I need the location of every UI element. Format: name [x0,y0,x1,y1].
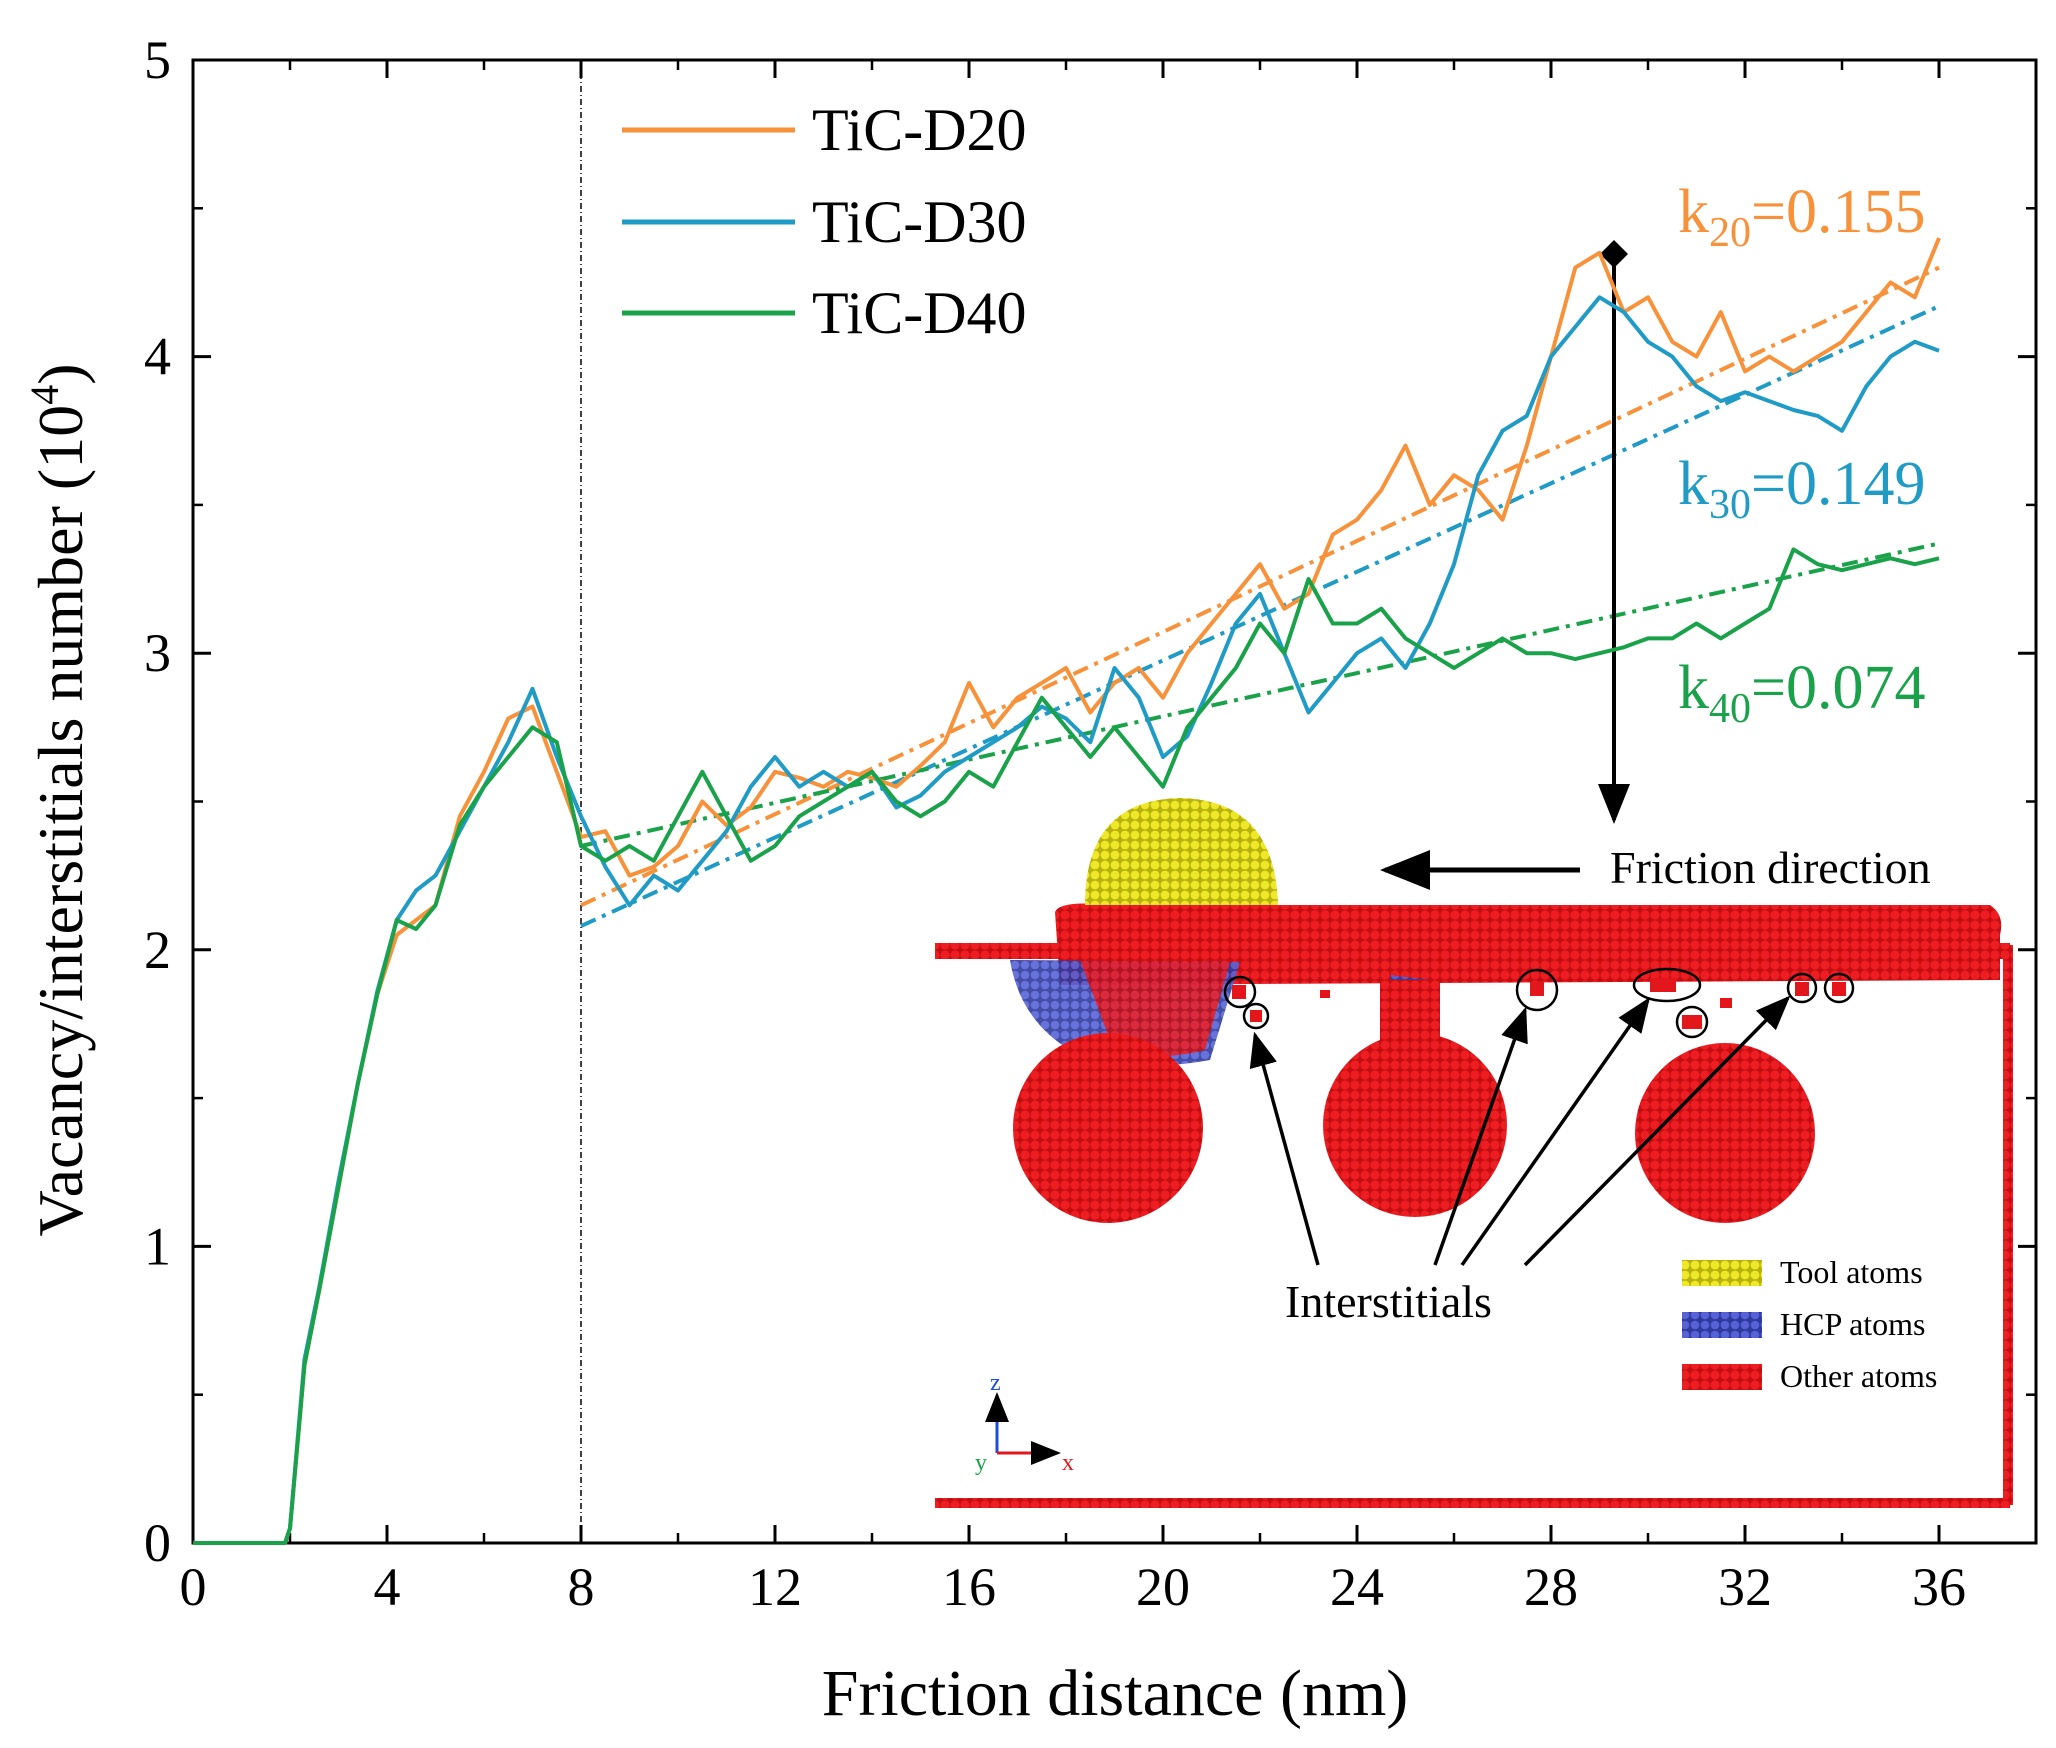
deformed-layer [1055,903,2002,985]
x-tick-label: 24 [1330,1557,1384,1617]
x-tick-label: 0 [180,1557,207,1617]
legend-label-other: Other atoms [1780,1358,1937,1394]
x-axis-title: Friction distance (nm) [822,1657,1409,1730]
x-tick-label: 4 [374,1557,401,1617]
interstitial-marker [1242,1002,1270,1030]
interstitial-pointer [1433,1006,1528,1266]
red-cluster-1 [1080,960,1230,1056]
triad-x-label: x [1062,1450,1074,1476]
legend-label-hcp: HCP atoms [1780,1306,1926,1342]
main-legend: TiC-D20 TiC-D30 TiC-D40 [622,97,1027,346]
interstitials-label: Interstitials [1285,1276,1492,1327]
diamond-marker [1600,240,1628,268]
interstitial-atom [1530,982,1544,996]
slope-label-k40: k40=0.074 [1678,654,1925,732]
fit-lines [580,265,1940,928]
x-tick-label: 16 [942,1557,996,1617]
fit-line [580,304,1940,928]
interstitial-marker [1515,968,1559,1012]
x-tick-label: 20 [1136,1557,1190,1617]
legend-label-d40: TiC-D40 [812,280,1027,346]
precipitate-3 [1635,1043,1815,1223]
fit-line [580,265,1940,908]
legend-label-d20: TiC-D20 [812,97,1027,163]
precipitate-2 [1323,1033,1507,1217]
x-tick-label: 8 [568,1557,595,1617]
axis-ticks [191,58,2036,1545]
interstitial-marker [1786,972,1818,1004]
x-tick-label: 28 [1524,1557,1578,1617]
interstitial-atom [1682,1015,1702,1029]
tool-sphere [1085,798,1278,905]
y-tick-label: 4 [144,327,171,387]
series-line-tic-d20 [193,237,1941,1545]
legend-label-d30: TiC-D30 [812,189,1027,255]
y-tick-label: 2 [144,920,171,980]
triad-y-label: y [975,1450,987,1476]
friction-direction-label: Friction direction [1610,842,1931,893]
substrate-bottom-edge [935,1498,2010,1508]
slope-label-k20: k20=0.155 [1678,178,1925,256]
x-tick-label: 12 [748,1557,802,1617]
legend-swatch-tool [1682,1260,1762,1286]
y-tick-label: 0 [144,1513,171,1573]
interstitial-atom [1232,985,1246,999]
series-line-tic-d40 [193,547,1940,1545]
inset-illustration: z y x Tool atoms HCP atoms Other atoms F… [935,240,2013,1508]
interstitial-marker [1223,975,1257,1009]
interstitial-atom [1320,990,1330,998]
triad-z-label: z [990,1370,1001,1396]
interstitial-atom [1720,998,1732,1008]
y-tick-label: 3 [144,623,171,683]
legend-swatch-hcp [1682,1312,1762,1338]
interstitial-marker [1675,1005,1709,1039]
neck-2 [1380,980,1440,1050]
y-tick-label: 5 [144,30,171,90]
interstitial-atom [1795,982,1809,996]
x-tick-label: 32 [1718,1557,1772,1617]
data-series [193,237,1941,1545]
precipitate-1 [1013,1033,1203,1223]
interstitial-pointer [1249,1031,1320,1266]
fit-line [580,541,1940,848]
x-tick-label: 36 [1912,1557,1966,1617]
interstitial-atom [1650,978,1676,992]
interstitial-marker [1632,967,1702,1003]
y-tick-label: 1 [144,1216,171,1276]
interstitial-marker [1823,972,1855,1004]
interstitial-pointer [1460,997,1651,1267]
substrate-right-edge [2003,945,2013,1505]
legend-label-tool: Tool atoms [1780,1254,1923,1290]
legend-swatch-other [1682,1364,1762,1390]
slope-label-k30: k30=0.149 [1678,450,1925,528]
y-axis-title: Vacancy/interstitials number (104) [22,363,96,1236]
interstitial-pointer [1523,995,1791,1267]
void [1440,990,1484,1034]
interstitial-atom [1250,1010,1262,1022]
interstitial-atom [1832,982,1846,996]
